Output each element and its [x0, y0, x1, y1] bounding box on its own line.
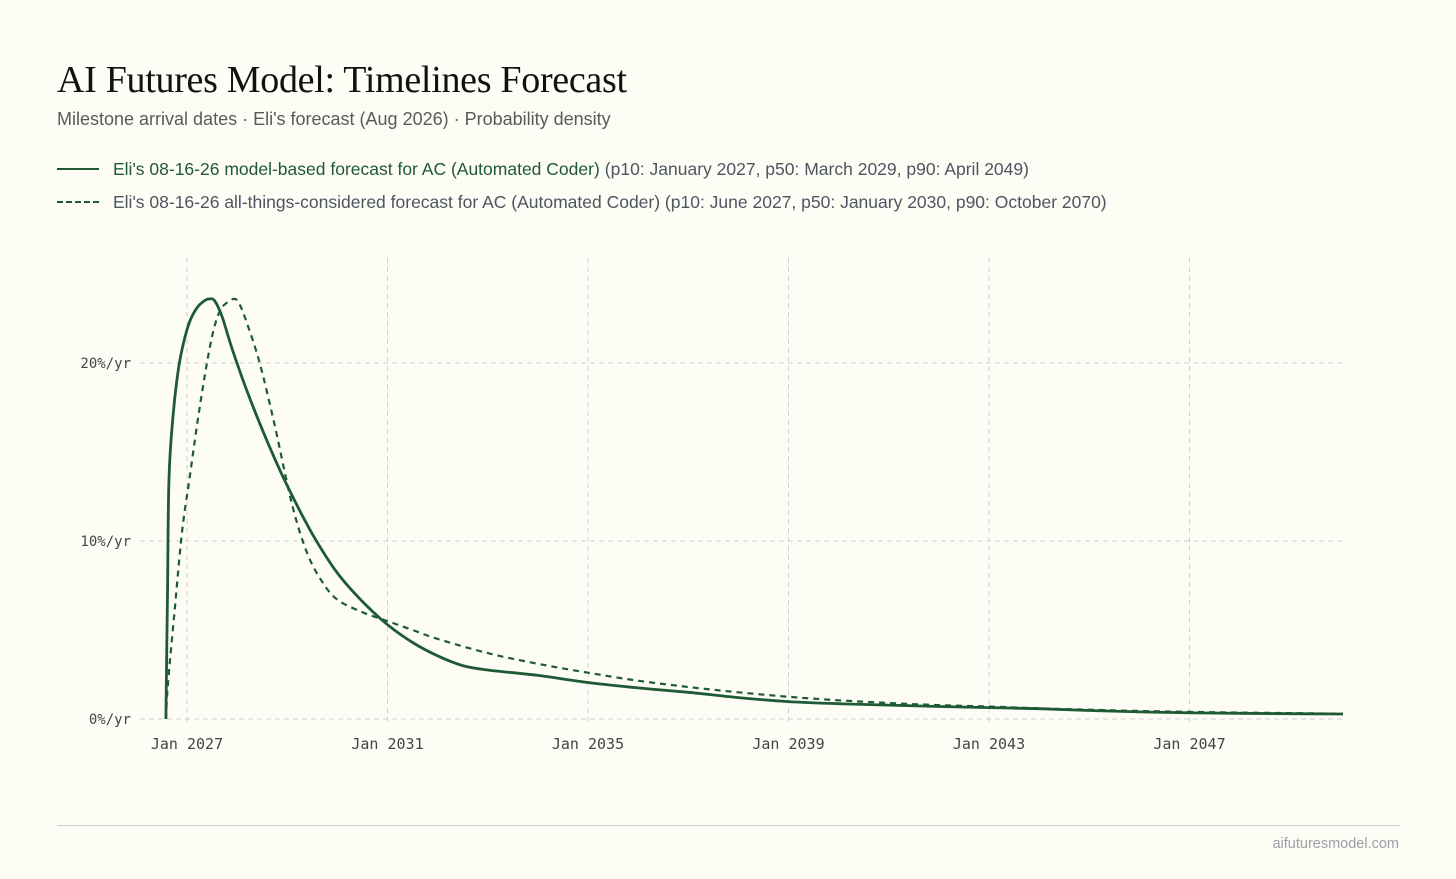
footer-divider — [57, 825, 1400, 826]
x-tick-label: Jan 2031 — [351, 735, 423, 753]
chart-title: AI Futures Model: Timelines Forecast — [57, 59, 627, 101]
chart-subtitle: Milestone arrival dates · Eli's forecast… — [57, 109, 611, 129]
grid-lines — [140, 258, 1343, 725]
series-lines — [164, 297, 1365, 720]
series-line-all-things-considered[interactable] — [164, 297, 1365, 720]
legend-label-all-things-considered: Eli's 08-16-26 all-things-considered for… — [113, 191, 1107, 212]
y-tick-label: 20%/yr — [80, 356, 131, 372]
x-tick-label: Jan 2039 — [752, 735, 824, 753]
legend-solid-line-swatch — [57, 168, 99, 170]
x-tick-label: Jan 2027 — [151, 735, 223, 753]
legend-dashed-line-swatch — [57, 201, 99, 203]
y-tick-label: 0%/yr — [89, 712, 131, 728]
source-link[interactable]: aifuturesmodel.com — [1272, 836, 1399, 852]
legend-item-model-based[interactable]: Eli's 08-16-26 model-based forecast for … — [57, 157, 1107, 181]
axis-tick-labels: Jan 2027 Jan 2031 Jan 2035 Jan 2039 Jan 2043… — [80, 356, 1225, 753]
legend-label-model-based: Eli's 08-16-26 model-based forecast for … — [113, 158, 600, 179]
legend: Eli's 08-16-26 model-based forecast for … — [57, 157, 1107, 223]
x-tick-label: Jan 2047 — [1153, 735, 1225, 753]
legend-item-all-things-considered[interactable]: Eli's 08-16-26 all-things-considered for… — [57, 190, 1107, 214]
y-tick-label: 10%/yr — [80, 534, 131, 550]
x-tick-label: Jan 2035 — [552, 735, 624, 753]
x-tick-label: Jan 2043 — [953, 735, 1025, 753]
density-chart: Jan 2027 Jan 2031 Jan 2035 Jan 2039 Jan 2043… — [80, 258, 1365, 753]
series-line-model-based[interactable] — [164, 297, 1365, 720]
legend-detail-model-based: (p10: January 2027, p50: March 2029, p90… — [604, 158, 1029, 179]
